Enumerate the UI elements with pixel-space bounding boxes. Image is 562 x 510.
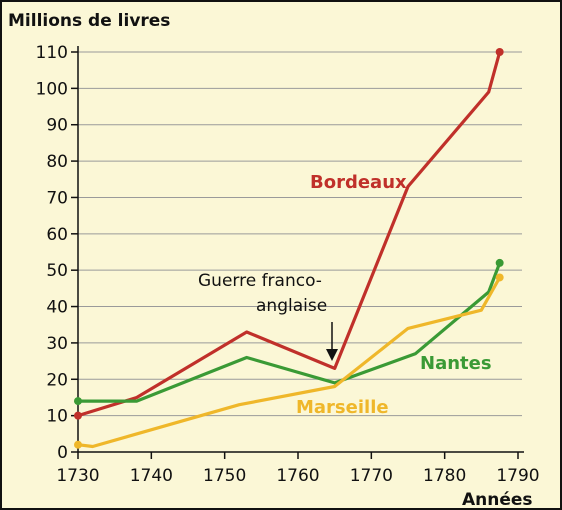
y-tick-label: 90 bbox=[46, 116, 68, 136]
series-line-nantes bbox=[76, 261, 502, 403]
labels: Millions de livres Années Bordeaux Nante… bbox=[8, 11, 533, 510]
series-end-point-bordeaux bbox=[495, 48, 504, 56]
annotation-arrowhead bbox=[326, 349, 338, 361]
y-tick-label: 0 bbox=[57, 443, 68, 463]
series-label-bordeaux: Bordeaux bbox=[310, 172, 407, 193]
y-tick-label: 100 bbox=[36, 79, 68, 99]
series-end-point-nantes bbox=[495, 258, 504, 267]
annotation-line-2: anglaise bbox=[256, 296, 327, 316]
y-tick-label: 40 bbox=[46, 298, 68, 318]
series-start-point-nantes bbox=[74, 397, 82, 406]
series-label-nantes: Nantes bbox=[420, 353, 492, 374]
axes: 0 10 20 30 40 50 60 70 80 90 100 110 1730 1740 1750 176… bbox=[36, 43, 540, 486]
series-end-point-marseille bbox=[495, 273, 504, 282]
grid bbox=[78, 51, 522, 417]
series-label-marseille: Marseille bbox=[296, 397, 389, 418]
y-axis-title: Millions de livres bbox=[8, 11, 170, 31]
x-tick-label: 1790 bbox=[496, 466, 539, 486]
y-tick-label: 30 bbox=[46, 334, 68, 354]
x-tick-label: 1760 bbox=[276, 466, 319, 486]
y-tick-label: 20 bbox=[46, 370, 68, 390]
x-tick-label: 1750 bbox=[203, 466, 246, 486]
y-tick-label: 10 bbox=[46, 407, 68, 427]
series-start-point-marseille bbox=[74, 440, 82, 449]
series-line-bordeaux bbox=[76, 50, 502, 418]
x-tick-label: 1740 bbox=[130, 466, 173, 486]
x-axis-title: Années bbox=[462, 490, 533, 510]
y-tick-label: 60 bbox=[46, 225, 68, 245]
x-tick-label: 1770 bbox=[350, 466, 393, 486]
y-tick-label: 70 bbox=[46, 188, 68, 208]
series-start-point-bordeaux bbox=[74, 411, 82, 420]
y-tick-label: 80 bbox=[46, 152, 68, 172]
x-tick-label: 1780 bbox=[423, 466, 466, 486]
series-lines bbox=[74, 48, 504, 449]
series-line-marseille bbox=[76, 275, 502, 449]
y-tick-label: 110 bbox=[36, 43, 68, 63]
y-tick-label: 50 bbox=[46, 261, 68, 281]
annotation-line-1: Guerre franco- bbox=[198, 271, 322, 291]
x-tick-label: 1730 bbox=[56, 466, 99, 486]
